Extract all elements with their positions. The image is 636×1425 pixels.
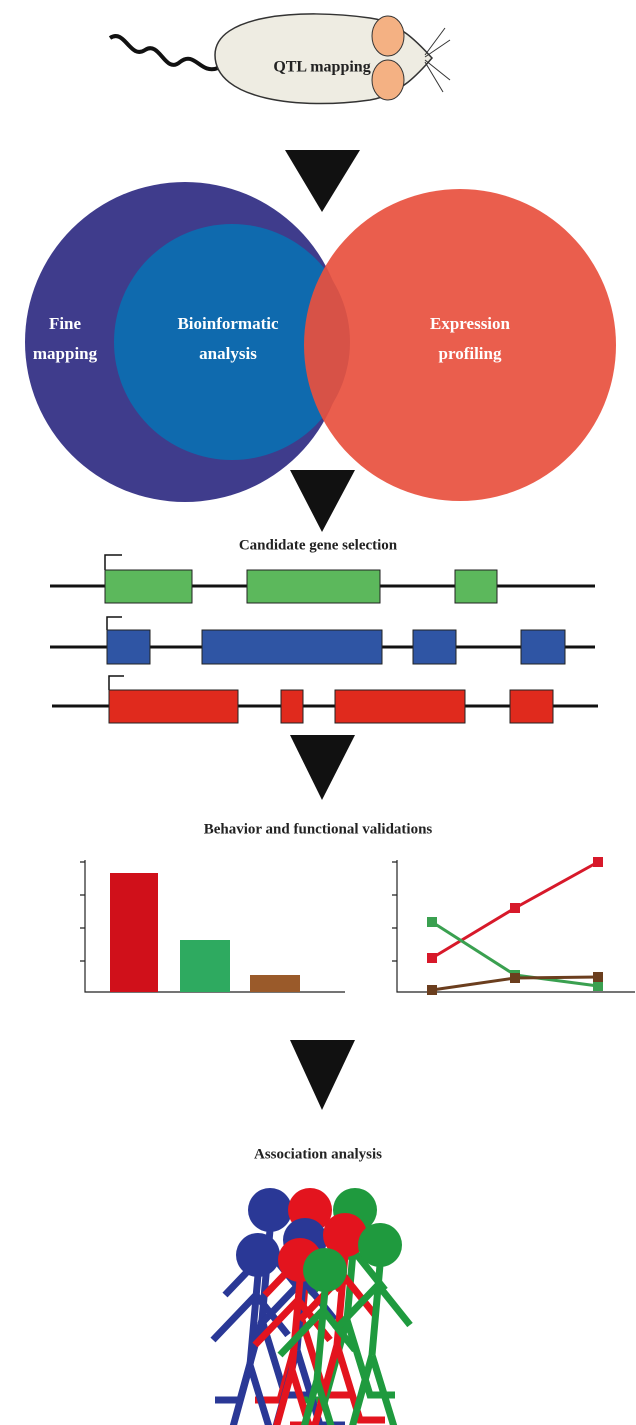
step-title: Behavior and functional validations	[204, 821, 433, 837]
diagram: QTL mapping Finemapping Bioinformaticana…	[0, 0, 636, 1425]
illustration-bar	[180, 940, 230, 992]
step-title: Candidate gene selection	[239, 537, 398, 553]
people-group	[203, 1188, 420, 1425]
arrow	[290, 735, 355, 800]
person-part	[303, 1248, 347, 1292]
arrow	[290, 1040, 355, 1110]
mouse-ear	[372, 16, 404, 56]
mouse-label: QTL mapping	[273, 59, 370, 76]
step-title: Association analysis	[254, 1146, 382, 1162]
person-part	[358, 1223, 402, 1267]
mouse-tail	[110, 36, 218, 69]
arrow	[290, 470, 355, 532]
mouse-ear	[372, 60, 404, 100]
illustration-bar	[110, 873, 158, 992]
illustration-bar	[250, 975, 300, 992]
person-part	[236, 1233, 280, 1277]
illustration-markers	[427, 857, 603, 995]
person-part	[248, 1188, 292, 1232]
arrow	[285, 150, 360, 212]
